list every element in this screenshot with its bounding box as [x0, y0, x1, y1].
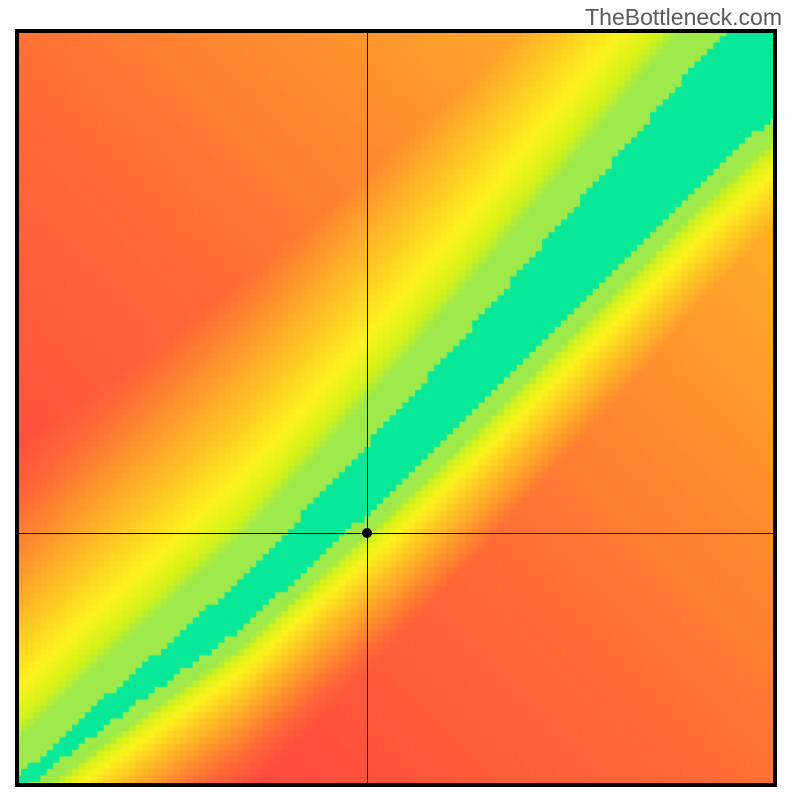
- crosshair-vertical: [367, 29, 368, 787]
- crosshair-horizontal: [15, 533, 777, 534]
- watermark-text: TheBottleneck.com: [585, 4, 782, 31]
- plot-border: [15, 29, 777, 787]
